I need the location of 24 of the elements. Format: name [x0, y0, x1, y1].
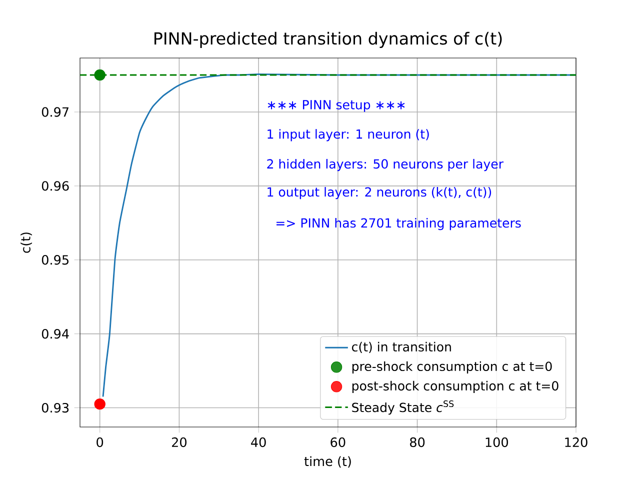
x-tick-label: 120 — [565, 437, 588, 448]
annotation: => PINN has 2701 training parameters — [276, 218, 521, 230]
y-axis-title: c(t) — [20, 232, 32, 253]
chart-title: PINN-predicted transition dynamics of c(t) — [154, 32, 502, 48]
legend-label: pre-shock consumption c at t=0 — [352, 361, 552, 374]
legend-label: post-shock consumption c at t=0 — [352, 380, 558, 394]
y-tick-label: 0.95 — [42, 255, 68, 265]
annotation: 2 hidden layers: 50 neurons per layer — [267, 158, 504, 172]
y-tick-label: 0.96 — [42, 181, 69, 191]
x-tick-label: 0 — [96, 437, 104, 448]
annotation: 1 output layer: 2 neurons (k(t), c(t)) — [268, 186, 492, 200]
y-tick-label: 0.93 — [42, 402, 69, 413]
x-tick-label: 80 — [410, 437, 425, 448]
annotation: 1 input layer: 1 neuron (t) — [268, 129, 429, 142]
legend-label: c(t) in transition — [352, 342, 451, 354]
legend-label: Steady State c$^{SS}$ — [352, 400, 454, 415]
y-tick-label: 0.97 — [42, 107, 68, 117]
x-tick-label: 100 — [486, 437, 508, 448]
annotation: ∗∗∗ PINN setup ∗∗∗ — [268, 100, 405, 112]
x-tick-label: 60 — [330, 437, 346, 448]
x-axis-title: time (t) — [304, 456, 351, 468]
y-tick-label: 0.94 — [42, 328, 69, 339]
x-tick-label: 20 — [172, 437, 186, 448]
x-tick-label: 40 — [251, 437, 266, 448]
